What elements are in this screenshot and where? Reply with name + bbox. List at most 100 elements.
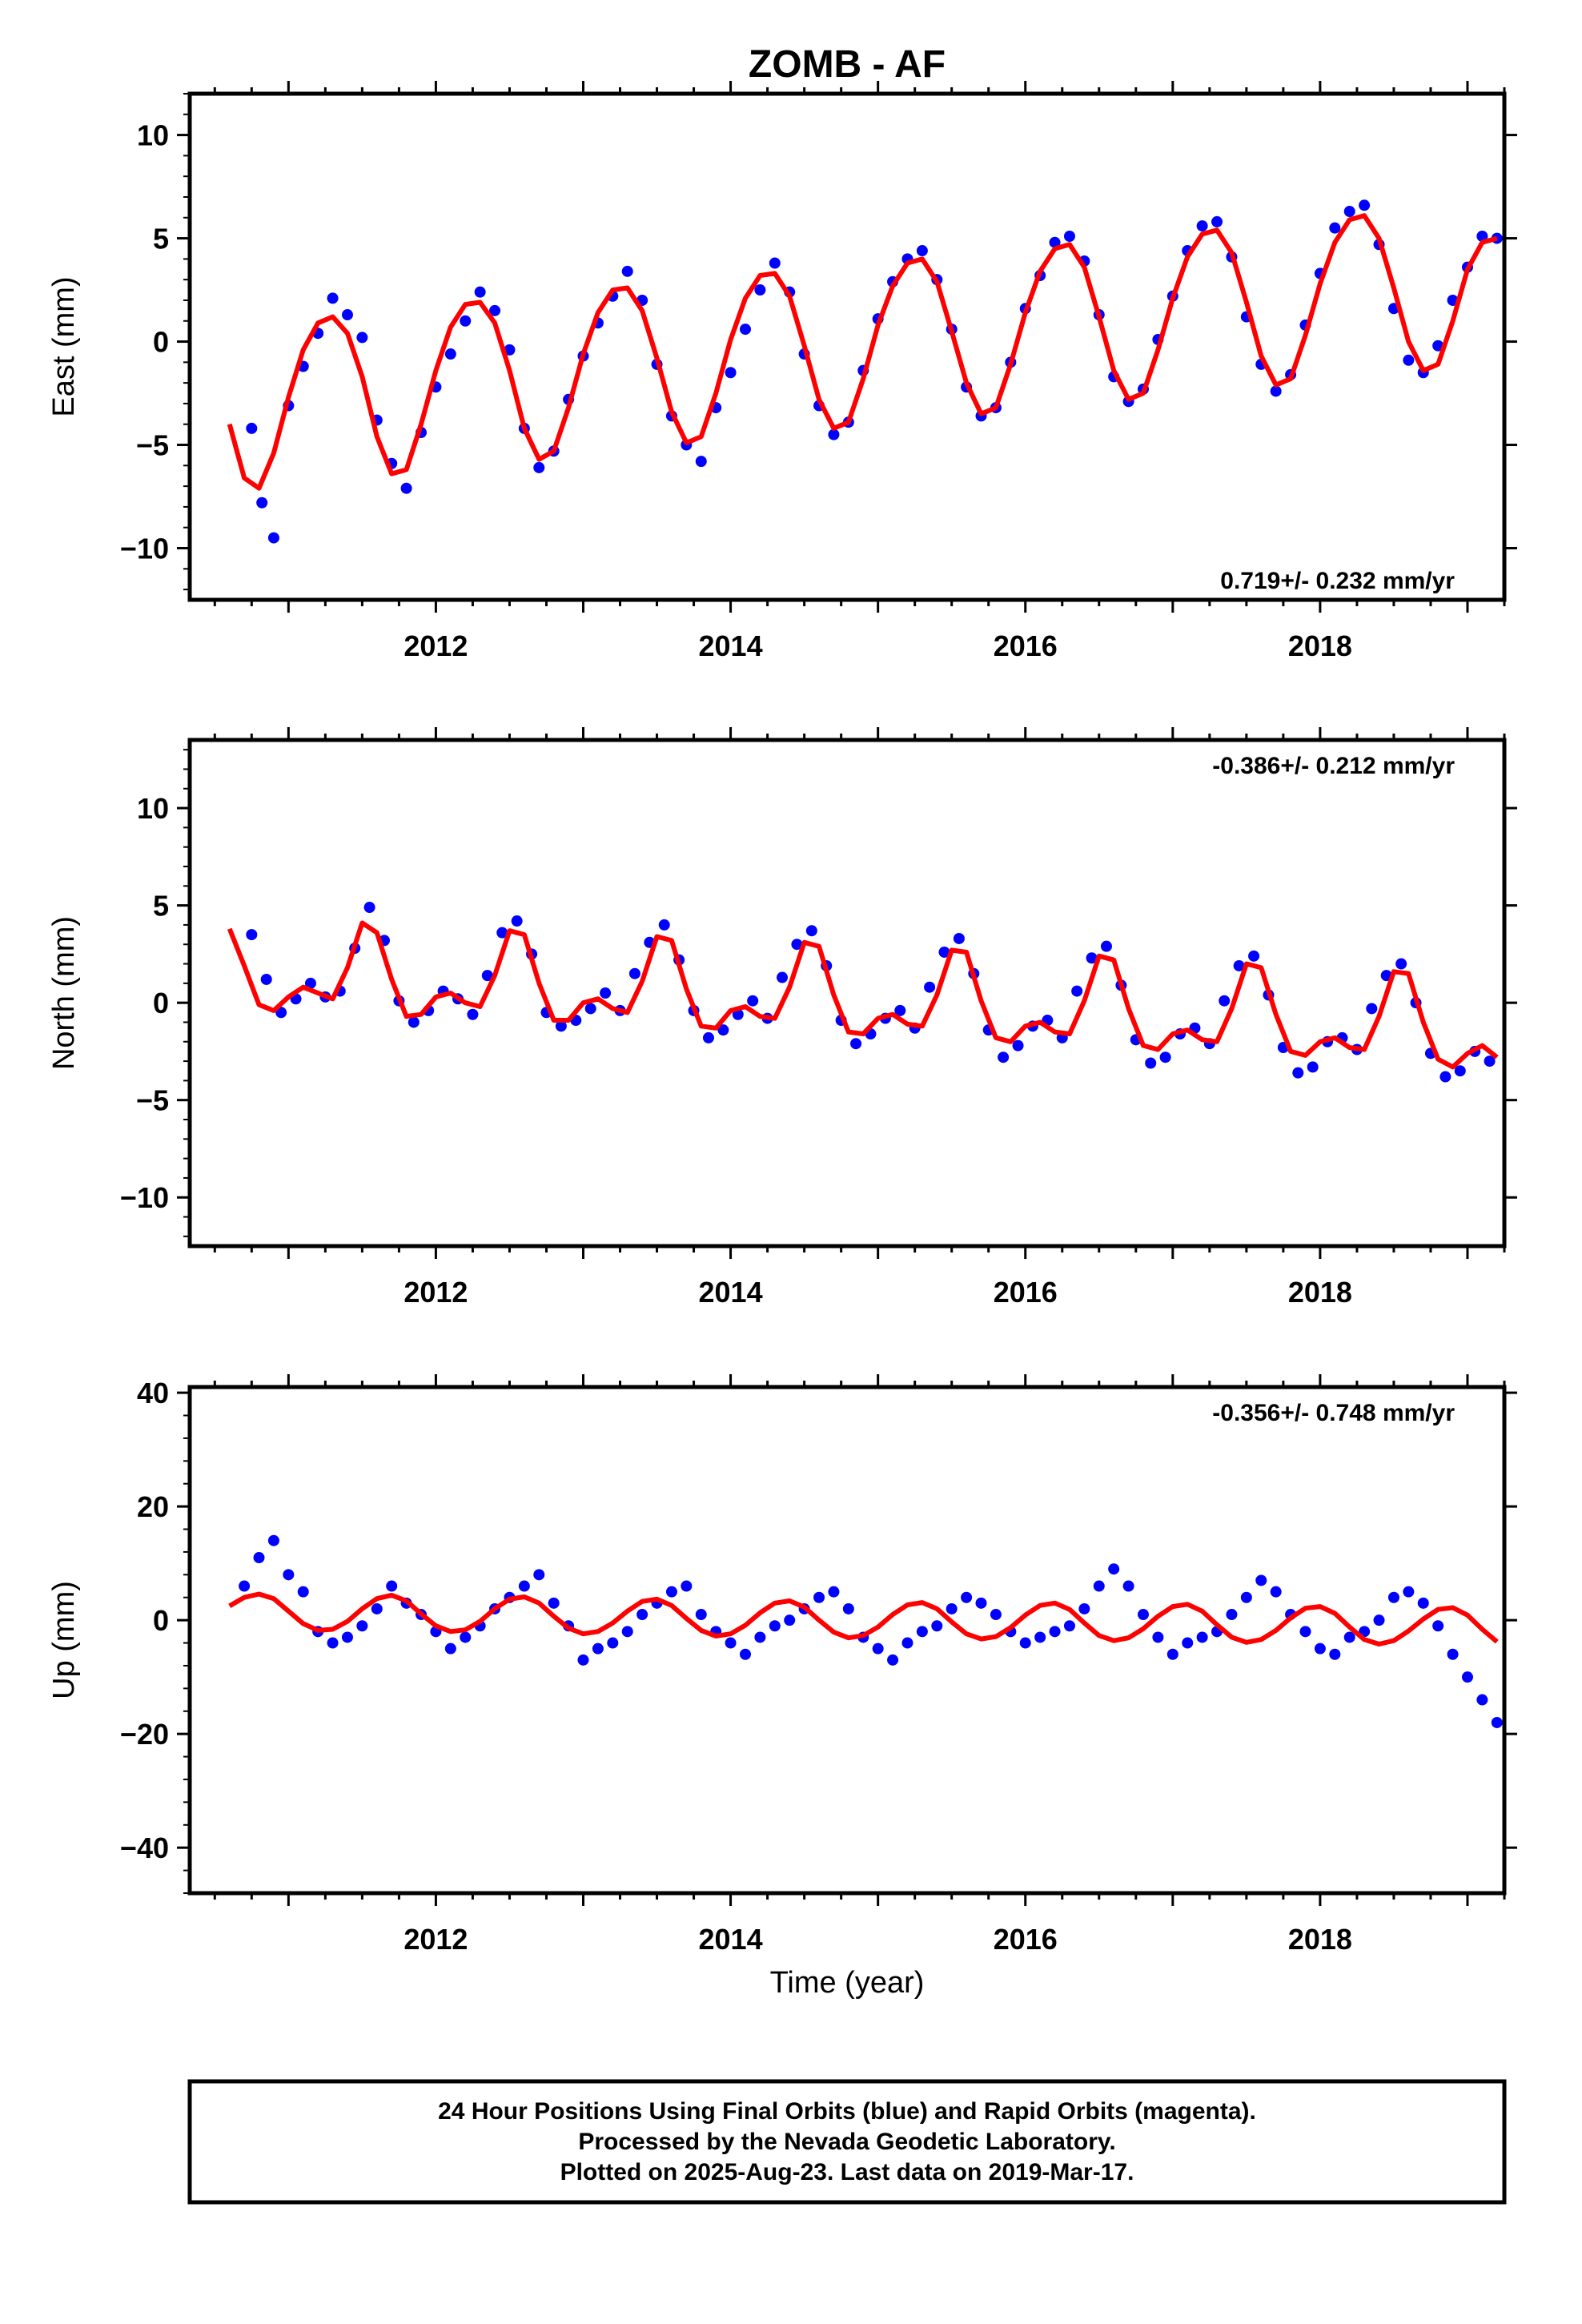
data-point (1078, 1602, 1090, 1614)
data-point (990, 1609, 1002, 1621)
x-tick-label: 2016 (994, 1923, 1058, 1956)
model-curve (228, 1591, 1499, 1647)
data-point (341, 309, 353, 321)
y-tick-label: −40 (120, 1831, 169, 1864)
data-point (327, 292, 339, 304)
data-point (1476, 1694, 1488, 1706)
up-panel: 2012 2014 2016 2018 −40 −20 0 20 40 Up (mm) -0.356… (47, 1374, 1517, 1956)
y-axis-label: North (mm) (47, 916, 81, 1070)
data-point (1359, 199, 1371, 211)
data-point (1491, 1716, 1503, 1728)
data-point (1343, 206, 1355, 218)
data-point (1138, 1609, 1150, 1621)
data-point (1093, 1580, 1105, 1592)
data-point (518, 1580, 530, 1592)
y-tick-label: 20 (137, 1490, 169, 1523)
data-point (1373, 1614, 1385, 1626)
y-tick-label: 10 (137, 792, 169, 825)
data-point (1461, 1671, 1473, 1683)
data-point (356, 1620, 368, 1632)
rate-annotation: 0.719+/- 0.232 mm/yr (1220, 568, 1455, 594)
data-point (725, 367, 737, 379)
data-point (1219, 995, 1231, 1007)
north-panel: 2012 2014 2016 2018 −10 −5 0 5 10 North (mm) -0.38… (47, 727, 1517, 1309)
data-point (1034, 1631, 1046, 1643)
data-point (901, 1637, 913, 1649)
data-point (1343, 1631, 1355, 1643)
data-point (1211, 215, 1223, 227)
data-point (444, 348, 456, 360)
data-point (267, 532, 279, 544)
data-point (1166, 1648, 1178, 1660)
data-point (592, 1642, 604, 1655)
data-point (548, 1597, 560, 1609)
data-point (481, 970, 493, 982)
data-point (275, 1007, 287, 1019)
data-point (577, 1654, 589, 1666)
data-point (961, 1591, 973, 1603)
data-point (1196, 220, 1208, 232)
data-point (1086, 952, 1098, 964)
data-point (1063, 1620, 1075, 1632)
data-point (725, 1637, 737, 1649)
data-point (975, 1597, 987, 1609)
data-point (304, 977, 316, 989)
data-point (1403, 354, 1415, 366)
data-point (754, 1631, 766, 1643)
y-tick-label: −5 (136, 1084, 169, 1117)
footer-line-2: Processed by the Nevada Geodetic Laborat… (578, 2129, 1115, 2155)
data-point (1387, 1591, 1399, 1603)
data-point (717, 1024, 729, 1036)
y-tick-label: 0 (153, 987, 169, 1019)
footer-line-3: Plotted on 2025-Aug-23. Last data on 201… (560, 2159, 1134, 2185)
data-point (239, 1580, 251, 1592)
data-point (283, 1569, 295, 1581)
data-point (946, 1602, 958, 1614)
x-tick-label: 2012 (404, 1276, 468, 1309)
data-point (1329, 1648, 1341, 1660)
data-point (1447, 1648, 1459, 1660)
data-point (1108, 1563, 1120, 1575)
x-axis-label: Time (year) (770, 1966, 925, 2000)
data-point (1270, 1586, 1282, 1598)
x-tick-label: 2014 (699, 1276, 763, 1309)
x-tick-label: 2016 (994, 629, 1058, 662)
data-point (754, 284, 766, 296)
data-point (1240, 1591, 1252, 1603)
data-point (1248, 950, 1260, 962)
data-point (924, 981, 936, 993)
data-point (1063, 230, 1075, 242)
data-point (584, 1003, 596, 1015)
data-point (400, 482, 412, 494)
data-point (739, 324, 751, 336)
data-point (621, 1626, 633, 1638)
data-point (1255, 1574, 1267, 1586)
plot-area (227, 902, 1499, 1083)
plot-frame (187, 1385, 1507, 1896)
data-point (695, 1609, 707, 1621)
data-point (1071, 985, 1083, 997)
data-point (828, 428, 840, 440)
data-point (1329, 222, 1341, 234)
data-point (600, 987, 612, 999)
y-tick-label: −10 (120, 533, 169, 565)
data-point (246, 929, 258, 941)
data-point (1299, 1626, 1311, 1638)
data-point (489, 304, 501, 316)
data-point (628, 967, 640, 979)
data-point (1439, 1071, 1452, 1083)
y-tick-label: 10 (137, 119, 169, 152)
data-point (916, 1626, 928, 1638)
data-point (267, 1534, 279, 1546)
data-point (253, 1552, 265, 1564)
data-point (636, 1609, 648, 1621)
plot-area (227, 199, 1503, 544)
data-point (769, 1620, 781, 1632)
data-point (784, 1614, 796, 1626)
x-tick-label: 2012 (404, 629, 468, 662)
data-point (1432, 1620, 1444, 1632)
data-point (1417, 1597, 1429, 1609)
data-point (1476, 230, 1488, 242)
data-point (1314, 1642, 1326, 1655)
